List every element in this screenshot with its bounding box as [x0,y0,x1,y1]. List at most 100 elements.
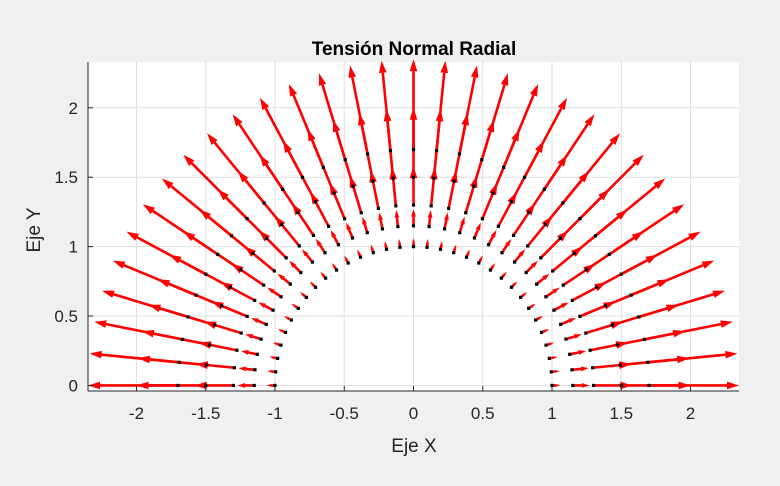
data-point-marker [637,315,641,319]
quiver-arrow-shaft [297,212,315,237]
data-point-marker [464,255,469,259]
x-tick-label: -2 [129,404,144,423]
quiver-arrow-head [542,273,550,281]
quiver-arrow-shaft [608,209,675,256]
quiver-arrow-head [102,290,115,298]
data-point-marker [398,245,402,249]
x-tick-labels: -2 -1.5 -1 -0.5 0 0.5 1 1.5 2 [129,404,695,423]
data-point-marker [239,331,243,335]
quiver-arrow-shaft [210,343,238,352]
quiver-arrow-head [269,356,274,359]
data-point-marker [323,251,327,255]
quiver-arrow-head [258,302,267,308]
quiver-arrow-head [427,209,433,218]
quiver-arrow-head [555,370,560,373]
quiver-arrow-shaft [458,77,476,155]
data-point-marker [619,383,623,388]
data-point-marker [619,272,623,276]
quiver-arrow-shaft [238,123,284,190]
quiver-arrow-shaft [551,252,575,272]
quiver-arrow-head [315,238,322,247]
quiver-arrow-head [609,133,620,145]
data-point-marker [358,255,363,259]
quiver-arrow-head [568,317,577,324]
data-point-marker [527,210,531,214]
quiver-arrow-shaft [647,353,726,364]
data-point-marker [346,261,350,265]
data-point-marker [334,268,339,272]
data-point-marker [480,217,485,221]
data-point-marker [264,236,269,240]
data-point-marker [324,276,328,280]
data-point-marker [262,283,266,287]
x-tick-label: -1.5 [191,404,220,423]
data-point-marker [452,179,456,183]
y-axis-label: Eje Y [24,207,45,252]
quiver-arrow-head [545,329,550,332]
data-point-marker [425,245,429,249]
quiver-arrow-shaft [105,322,183,341]
chart-title: Tensión Normal Radial [312,39,516,60]
quiver-arrow-shaft [539,237,561,259]
data-point-marker [593,234,598,238]
y-tick-label: 1.5 [54,168,78,187]
data-point-marker [584,331,588,335]
quiver-arrow-head [475,222,481,231]
quiver-arrow-shaft [464,186,475,214]
data-point-marker [186,315,190,319]
data-point-marker [544,343,548,347]
quiver-arrow-head [573,334,582,339]
data-point-marker [342,217,347,221]
quiver-arrow-head [362,216,367,225]
data-point-marker [464,211,468,215]
quiver-arrow-shaft [571,286,597,302]
data-point-marker [272,269,276,273]
data-point-marker [300,175,305,179]
data-point-marker [310,260,315,264]
quiver-arrow-shaft [592,363,620,370]
data-point-marker [411,224,416,228]
data-point-marker [281,187,285,191]
data-point-marker [350,236,355,240]
data-point-marker [427,224,431,229]
quiver-arrow-head [330,229,337,238]
quiver-arrow-head [284,316,288,319]
y-tick-label: 2 [69,99,78,118]
quiver-arrow-shaft [230,286,256,302]
quiver-arrow-head [539,316,543,319]
data-point-marker [542,187,546,191]
quiver-arrow-head [584,114,595,127]
data-point-marker [522,175,527,179]
quiver-arrow-head [727,381,739,390]
data-point-marker [509,200,514,204]
y-tick-labels: 0 0.5 1 1.5 2 [54,99,78,396]
quiver-arrow-head [523,292,527,296]
quiver-arrow-shaft [579,304,606,318]
quiver-arrow-head [581,383,590,388]
data-point-marker [235,348,239,352]
y-tick-label: 0 [69,376,78,395]
quiver-arrow-head [688,231,701,241]
quiver-arrow-shaft [221,304,248,318]
data-point-marker [299,270,303,275]
data-point-marker [509,285,514,289]
data-point-marker [327,224,331,228]
data-point-marker [496,224,500,228]
quiver-arrow-head [378,212,383,221]
data-point-marker [311,233,316,237]
data-point-marker [380,227,385,231]
data-point-marker [231,383,236,388]
quiver-arrow-shaft [391,178,398,206]
x-tick-label: 0 [409,404,418,423]
quiver-arrow-shaft [252,252,276,272]
data-point-marker [283,330,288,334]
quiver-arrow-head [500,73,509,86]
data-point-marker [559,322,563,326]
data-point-marker [511,233,516,237]
quiver-arrow-head [491,263,496,267]
data-point-marker [500,251,504,255]
data-point-marker [429,204,433,208]
quiver-arrow-shaft [502,94,535,168]
quiver-arrow-shaft [281,224,301,247]
data-point-marker [388,148,393,153]
